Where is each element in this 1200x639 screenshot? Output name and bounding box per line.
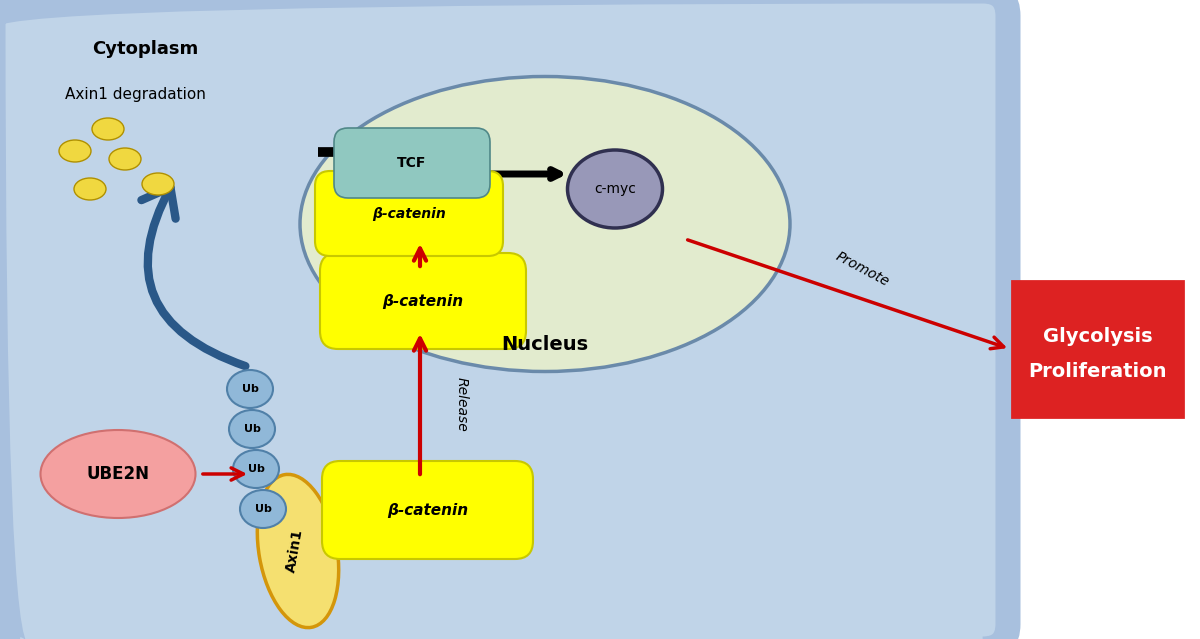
FancyBboxPatch shape xyxy=(334,128,490,198)
Text: Ub: Ub xyxy=(247,464,264,474)
Text: UBE2N: UBE2N xyxy=(86,465,150,483)
Ellipse shape xyxy=(92,118,124,140)
Ellipse shape xyxy=(233,450,280,488)
Ellipse shape xyxy=(41,430,196,518)
Text: Ub: Ub xyxy=(254,504,271,514)
FancyArrowPatch shape xyxy=(142,187,245,366)
Ellipse shape xyxy=(229,410,275,448)
FancyBboxPatch shape xyxy=(322,461,533,559)
Text: Release: Release xyxy=(455,376,469,431)
Text: Axin1: Axin1 xyxy=(284,528,306,574)
Ellipse shape xyxy=(59,140,91,162)
Text: Proliferation: Proliferation xyxy=(1028,362,1168,380)
Text: β-catenin: β-catenin xyxy=(372,207,446,221)
Text: Nucleus: Nucleus xyxy=(502,334,588,353)
Text: β-catenin: β-catenin xyxy=(388,502,468,518)
Text: Axin1 degradation: Axin1 degradation xyxy=(65,86,205,102)
FancyBboxPatch shape xyxy=(0,0,1008,639)
FancyBboxPatch shape xyxy=(314,171,503,256)
Text: c-myc: c-myc xyxy=(594,182,636,196)
Text: Cytoplasm: Cytoplasm xyxy=(92,40,198,58)
Text: Ub: Ub xyxy=(241,384,258,394)
Text: Ub: Ub xyxy=(244,424,260,434)
Text: Promote: Promote xyxy=(833,249,892,289)
Ellipse shape xyxy=(568,150,662,228)
Ellipse shape xyxy=(109,148,142,170)
Ellipse shape xyxy=(74,178,106,200)
FancyBboxPatch shape xyxy=(320,253,526,349)
Ellipse shape xyxy=(257,474,338,627)
Text: β-catenin: β-catenin xyxy=(383,293,463,309)
Ellipse shape xyxy=(142,173,174,195)
Ellipse shape xyxy=(240,490,286,528)
FancyBboxPatch shape xyxy=(1012,281,1183,417)
Text: Glycolysis: Glycolysis xyxy=(1043,327,1153,346)
Ellipse shape xyxy=(300,77,790,371)
Ellipse shape xyxy=(227,370,274,408)
Text: TCF: TCF xyxy=(397,156,427,170)
